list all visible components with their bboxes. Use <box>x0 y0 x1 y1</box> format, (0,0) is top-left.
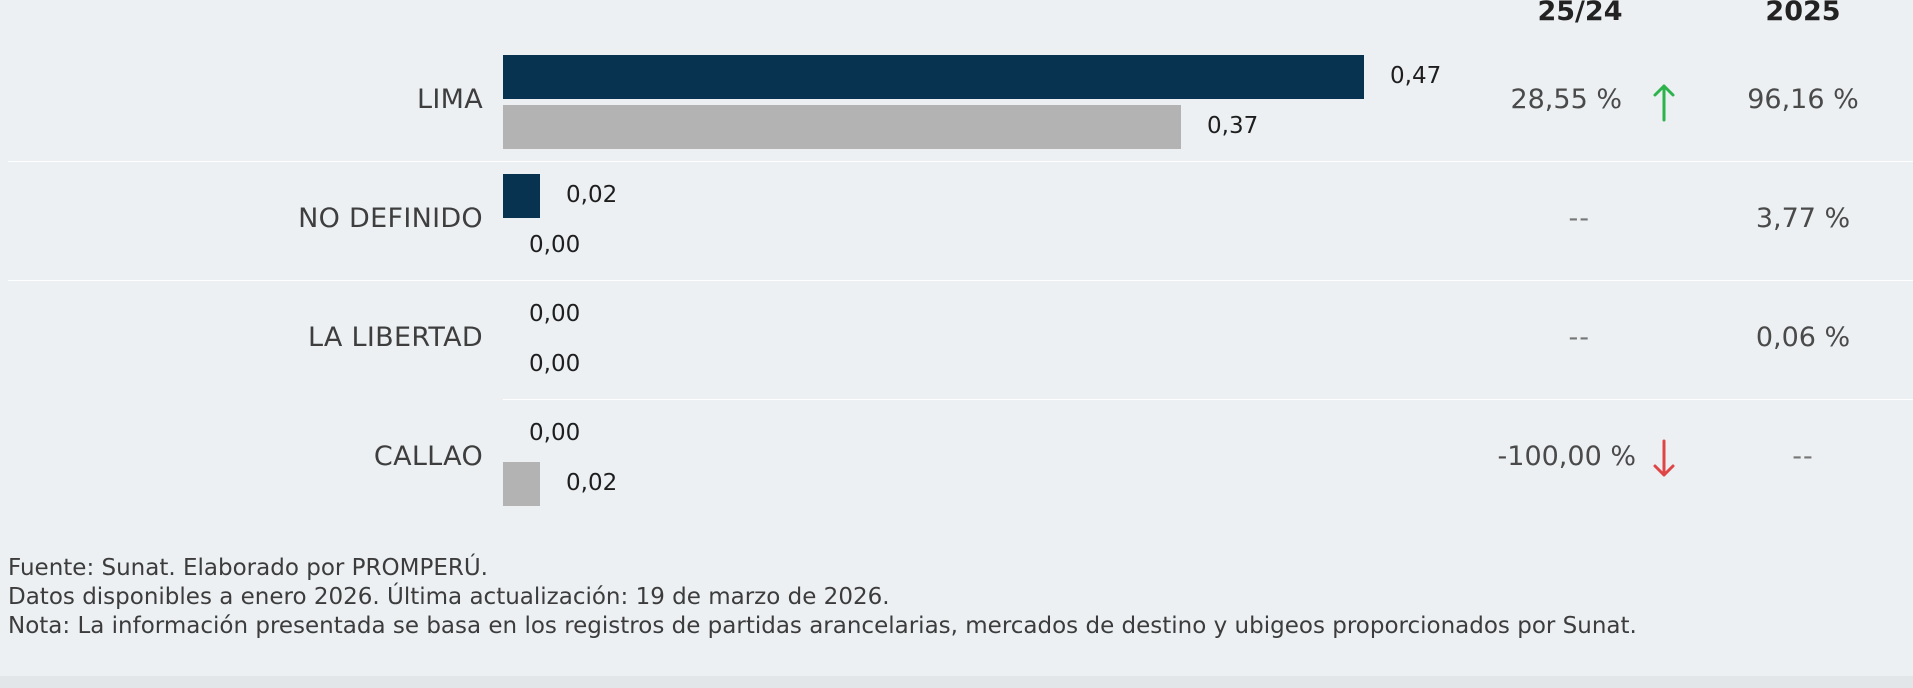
footer-nota: Nota: La información presentada se basa … <box>8 613 1637 639</box>
bar-value-label: 0,00 <box>529 351 581 377</box>
header-share: 2025 <box>1765 0 1841 27</box>
footer-source: Fuente: Sunat. Elaborado por PROMPERÚ. <box>8 555 488 581</box>
variation-value: -- <box>1568 203 1590 234</box>
region-label: CALLAO <box>373 441 483 472</box>
footer-notes: Fuente: Sunat. Elaborado por PROMPERÚ. D… <box>8 554 1637 641</box>
share-value: 0,06 % <box>1755 322 1851 353</box>
variation-value: -- <box>1568 322 1590 353</box>
variation-value: -100,00 % <box>1497 441 1636 472</box>
bar-value-label: 0,37 <box>1207 113 1259 139</box>
variation-value: 28,55 % <box>1510 84 1622 115</box>
region-label: LA LIBERTAD <box>307 322 483 353</box>
header-variation: 25/24 <box>1537 0 1623 27</box>
bar-value-label: 0,00 <box>529 301 581 327</box>
bar-value-label: 0,00 <box>529 420 581 446</box>
share-value: 3,77 % <box>1755 203 1851 234</box>
footer-data-note: Datos disponibles a enero 2026. Última a… <box>8 584 890 610</box>
bar-series-2 <box>503 462 540 506</box>
bar-value-label: 0,47 <box>1390 63 1442 89</box>
region-label: NO DEFINIDO <box>298 203 483 234</box>
region-label: LIMA <box>417 84 483 115</box>
share-value: -- <box>1792 441 1814 472</box>
row-divider <box>8 280 1913 281</box>
row-divider <box>8 161 1913 162</box>
arrow-up-icon <box>1652 82 1676 126</box>
bar-series-1 <box>503 174 540 218</box>
bar-series-2 <box>503 105 1181 149</box>
arrow-down-icon <box>1652 439 1676 483</box>
bar-value-label: 0,00 <box>529 232 581 258</box>
bar-series-1 <box>503 55 1364 99</box>
share-value: 96,16 % <box>1747 84 1859 115</box>
bar-value-label: 0,02 <box>566 182 618 208</box>
bottom-divider <box>0 676 1913 688</box>
bar-value-label: 0,02 <box>566 470 618 496</box>
row-divider <box>503 399 1913 400</box>
